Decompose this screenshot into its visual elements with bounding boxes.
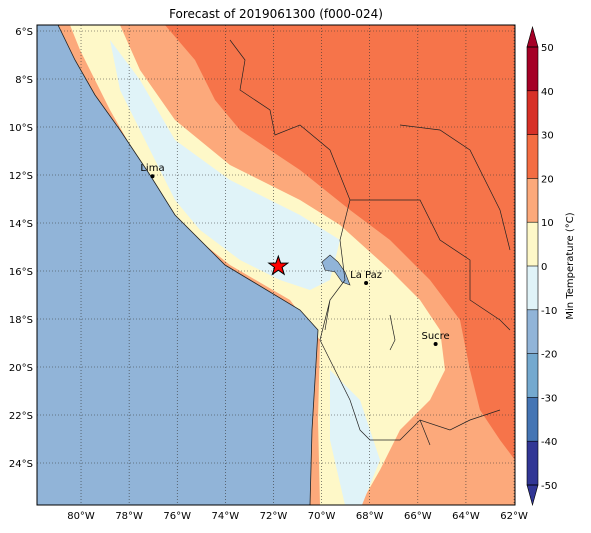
colorbar-bin: [527, 222, 538, 266]
grid: [37, 25, 515, 505]
map-frame: [36, 24, 516, 506]
city-label: La Paz: [350, 270, 382, 281]
colorbar-tick-label: -40: [541, 437, 557, 448]
map-area: [37, 25, 515, 505]
colorbar-tick-label: 20: [541, 174, 554, 185]
warm-region: [165, 25, 515, 460]
y-tick-label: 18°S: [9, 315, 33, 326]
y-tick-label: 14°S: [9, 219, 33, 230]
x-tick-label: 62°W: [500, 511, 528, 522]
x-tick-label: 76°W: [163, 511, 191, 522]
x-tick-label: 64°W: [452, 511, 480, 522]
colorbar-bin: [527, 90, 538, 135]
y-tick-label: 12°S: [9, 171, 33, 182]
city-label: Lima: [140, 163, 164, 174]
colorbar-bin: [527, 178, 538, 223]
x-tick-label: 66°W: [404, 511, 432, 522]
cool-region: [330, 370, 380, 505]
colorbar-label: Min Temperature (°C): [565, 212, 576, 319]
city-marker: [433, 341, 438, 346]
colorbar-tick-label: -20: [541, 350, 557, 361]
x-tick-label: 70°W: [308, 511, 336, 522]
city-marker: [364, 281, 369, 285]
y-tick-label: 16°S: [9, 267, 33, 278]
borders: [229, 39, 511, 446]
y-tick-label: 22°S: [9, 411, 33, 422]
colorbar-tick-label: -50: [541, 481, 557, 492]
colorbar-bin: [527, 309, 538, 354]
colorbar-bin: [527, 134, 538, 179]
colorbar-tick-label: 30: [541, 131, 554, 142]
colorbar-tick-label: -10: [541, 306, 557, 317]
colorbar-tick-label: -30: [541, 393, 557, 404]
x-tick-label: 80°W: [67, 511, 95, 522]
y-tick-label: 24°S: [9, 459, 33, 470]
colorbar-under: [526, 484, 539, 507]
colorbar-over: [526, 25, 539, 48]
colorbar-tick-label: 0: [541, 262, 547, 273]
x-tick-label: 72°W: [260, 511, 288, 522]
cool-region: [110, 40, 340, 290]
colorbar-tick-label: 10: [541, 218, 554, 229]
colorbar-bin: [527, 397, 538, 442]
colorbar-bin: [527, 441, 538, 485]
y-tick-label: 8°S: [15, 75, 33, 86]
title: Forecast of 2019061300 (f000-024): [169, 7, 383, 21]
x-tick-label: 68°W: [356, 511, 384, 522]
y-tick-label: 6°S: [15, 27, 33, 38]
colorbar-tick-label: 50: [541, 43, 554, 54]
colorbar-bin: [527, 47, 538, 91]
x-tick-label: 78°W: [115, 511, 143, 522]
y-tick-label: 10°S: [9, 123, 33, 134]
city-label: Sucre: [421, 331, 449, 342]
colorbar-bin: [527, 266, 538, 310]
x-tick-label: 74°W: [212, 511, 240, 522]
colorbar-bin: [527, 353, 538, 398]
y-tick-label: 20°S: [9, 363, 33, 374]
city-marker: [150, 174, 155, 179]
star-marker: [267, 254, 290, 276]
colorbar-tick-label: 40: [541, 87, 554, 98]
lake: [321, 254, 351, 286]
